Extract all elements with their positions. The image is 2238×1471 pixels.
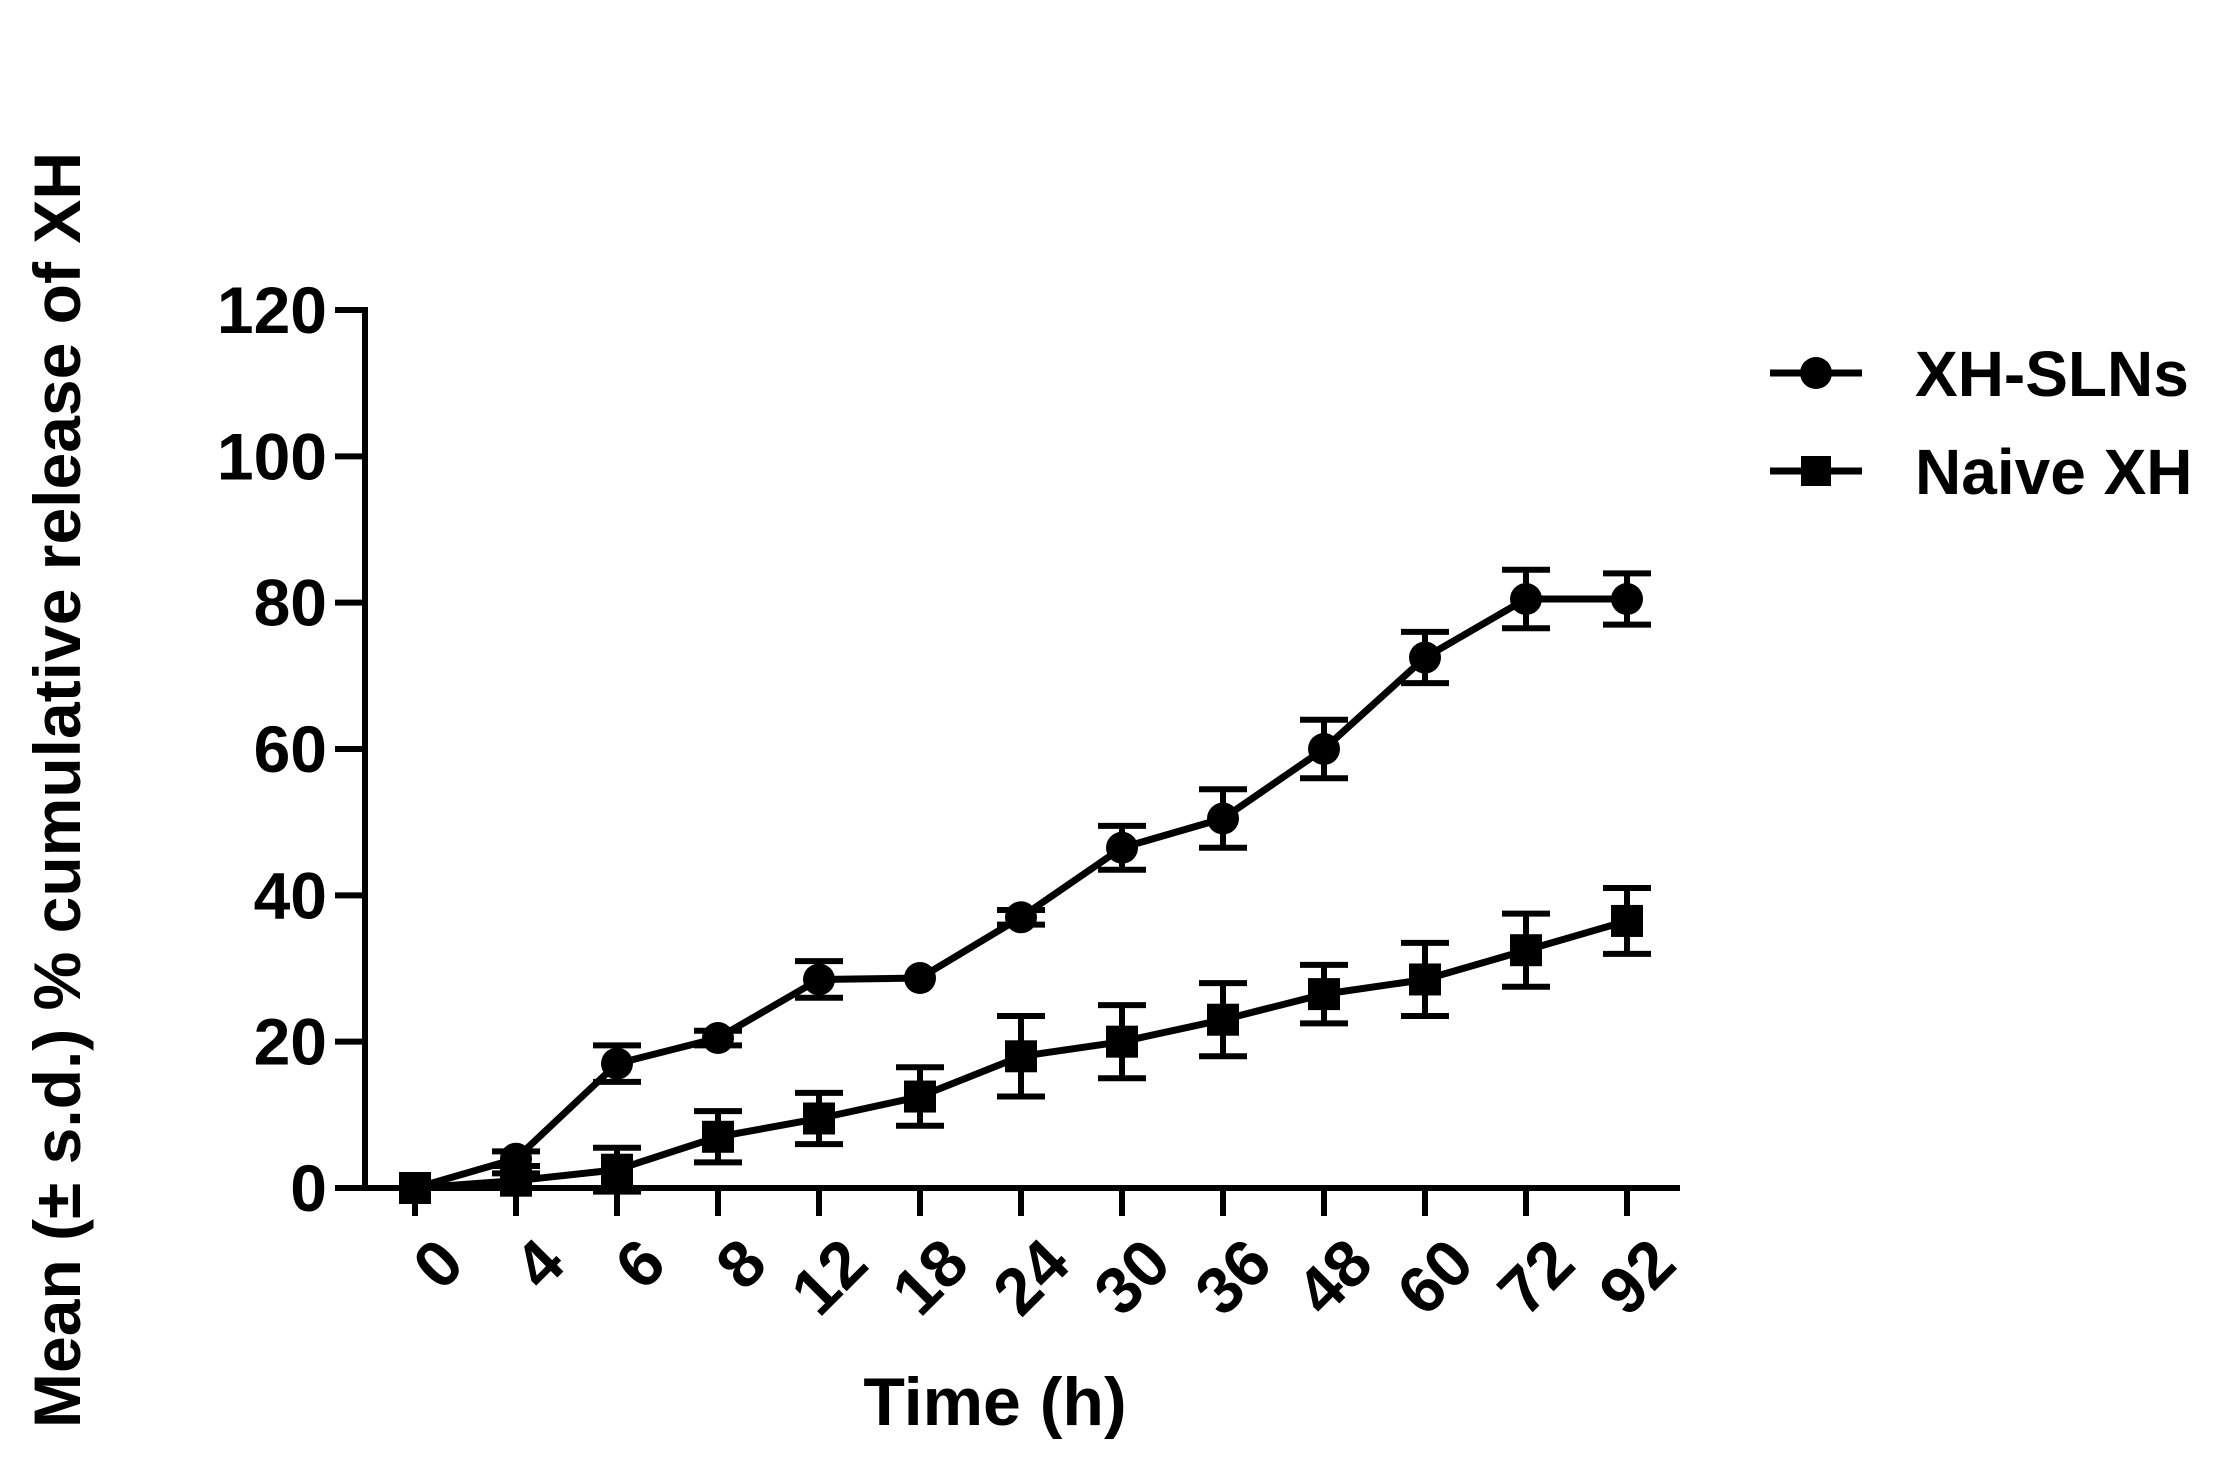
y-tick-label: 40 bbox=[254, 858, 327, 932]
data-point-square bbox=[1510, 934, 1542, 967]
data-point-circle bbox=[1207, 802, 1239, 835]
data-point-circle bbox=[702, 1022, 734, 1055]
x-tick-label: 72 bbox=[1484, 1225, 1588, 1329]
y-tick-label: 120 bbox=[217, 273, 327, 347]
legend-label-naive-xh: Naive XH bbox=[1915, 436, 2192, 508]
x-tick-label: 0 bbox=[399, 1225, 477, 1303]
legend-item-naive-xh: Naive XH bbox=[1770, 436, 2192, 508]
data-point-square bbox=[399, 1172, 431, 1204]
data-point-square bbox=[1207, 1003, 1239, 1036]
data-point-square bbox=[1005, 1040, 1037, 1073]
x-tick-label: 4 bbox=[500, 1224, 578, 1302]
data-point-square bbox=[500, 1164, 532, 1197]
data-point-circle bbox=[601, 1047, 633, 1080]
y-tick-label: 60 bbox=[254, 712, 327, 786]
series-naive-xh bbox=[399, 885, 1651, 1204]
x-tick-label: 8 bbox=[702, 1225, 780, 1303]
data-point-square bbox=[1308, 978, 1340, 1011]
data-point-square bbox=[601, 1153, 633, 1186]
x-tick-label: 60 bbox=[1383, 1225, 1487, 1329]
series-line-xh-slns bbox=[414, 595, 1627, 1192]
data-point-square bbox=[702, 1120, 734, 1153]
data-point-circle bbox=[1005, 901, 1037, 934]
legend-item-xh-slns: XH-SLNs bbox=[1770, 338, 2189, 410]
data-point-square bbox=[1611, 904, 1643, 937]
y-tick-label: 20 bbox=[254, 1005, 327, 1079]
y-axis-label: Mean (± s.d.) % cumulative release of XH bbox=[20, 152, 94, 1428]
plot-area bbox=[399, 566, 1651, 1204]
data-point-square bbox=[803, 1102, 835, 1135]
x-tick-label: 92 bbox=[1585, 1225, 1689, 1329]
x-tick-label: 18 bbox=[878, 1225, 982, 1329]
x-tick-label: 12 bbox=[777, 1225, 881, 1329]
x-tick-label: 36 bbox=[1181, 1225, 1285, 1329]
data-point-square bbox=[904, 1080, 936, 1113]
data-point-circle bbox=[904, 962, 936, 995]
x-tick-label: 6 bbox=[601, 1225, 679, 1303]
x-tick-label: 48 bbox=[1282, 1225, 1386, 1329]
legend-label-xh-slns: XH-SLNs bbox=[1915, 338, 2189, 410]
data-point-circle bbox=[803, 963, 835, 996]
y-tick-label: 100 bbox=[217, 419, 327, 493]
y-tick-label: 0 bbox=[290, 1151, 327, 1225]
data-point-square bbox=[1106, 1025, 1138, 1058]
data-point-circle bbox=[1308, 733, 1340, 765]
y-ticks: 0 20 40 60 80 100 120 bbox=[217, 273, 365, 1225]
legend-marker-circle bbox=[1800, 357, 1832, 389]
x-tick-label: 24 bbox=[979, 1224, 1083, 1328]
y-tick-label: 80 bbox=[254, 566, 327, 640]
data-point-circle bbox=[1409, 641, 1441, 674]
legend-marker-square bbox=[1801, 456, 1831, 486]
data-point-square bbox=[1409, 963, 1441, 996]
x-tick-label: 30 bbox=[1080, 1225, 1184, 1329]
series-xh-slns bbox=[399, 566, 1651, 1204]
legend: XH-SLNs Naive XH bbox=[1770, 338, 2192, 508]
data-point-circle bbox=[1510, 583, 1542, 616]
x-axis-label: Time (h) bbox=[863, 1364, 1126, 1440]
data-point-circle bbox=[1106, 831, 1138, 864]
data-point-circle bbox=[1611, 583, 1643, 616]
